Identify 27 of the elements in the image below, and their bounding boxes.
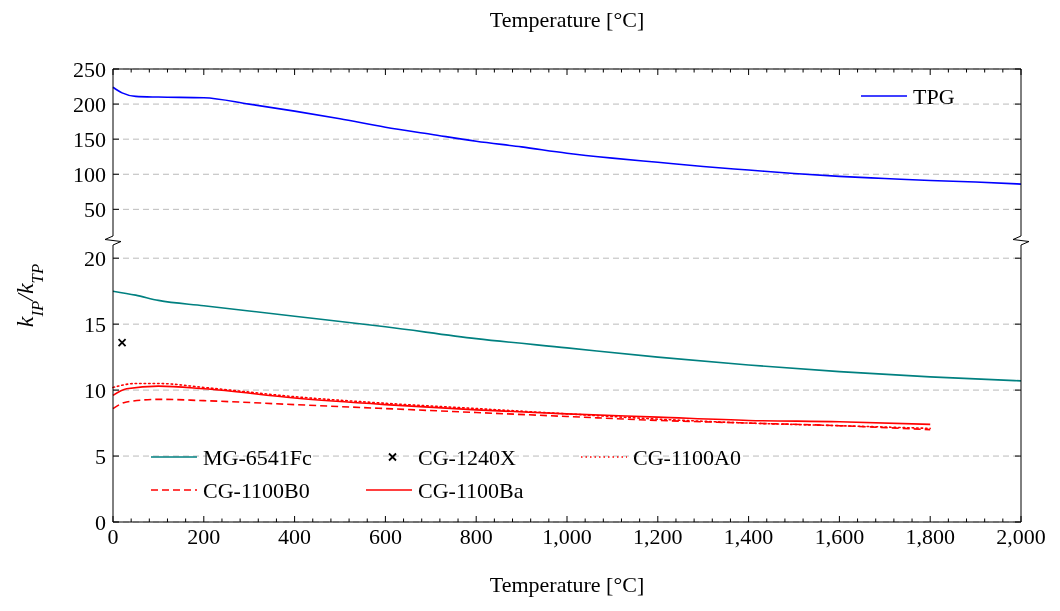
y-tick-label: 10 [84, 377, 106, 403]
x-tick-label: 1,800 [905, 524, 955, 549]
x-tick-label: 1,400 [723, 524, 774, 549]
legend-label: CG-1240X [418, 444, 516, 470]
legend-label: MG-6541Fc [203, 444, 313, 470]
y-tick-label: 20 [84, 245, 106, 271]
legend-label: CG-1100A0 [633, 444, 741, 470]
y-tick-label: 200 [73, 91, 106, 117]
x-tick-label: 1,000 [542, 524, 592, 549]
x-tick-label: 1,200 [633, 524, 683, 549]
y-tick-label: 100 [73, 161, 106, 187]
x-tick-label: 2,000 [996, 524, 1046, 549]
legend-label: TPG [913, 83, 955, 109]
y-tick-label: 150 [73, 126, 106, 152]
x2-axis-title: Temperature [°C] [489, 7, 645, 32]
x-tick-label: 1,600 [814, 524, 865, 549]
legend-label: CG-1100B0 [203, 477, 310, 503]
x-tick-label: 200 [187, 524, 221, 549]
legend-label: CG-1100Ba [418, 477, 524, 503]
y-tick-label: 250 [73, 56, 106, 82]
x-tick-label: 400 [278, 524, 312, 549]
y-tick-label: 15 [84, 311, 106, 337]
x-tick-label: 800 [459, 524, 493, 549]
x-tick-label: 600 [368, 524, 402, 549]
y-tick-label: 50 [84, 197, 106, 223]
y-tick-label: 5 [95, 443, 106, 469]
x-axis-title: Temperature [°C] [489, 572, 645, 597]
